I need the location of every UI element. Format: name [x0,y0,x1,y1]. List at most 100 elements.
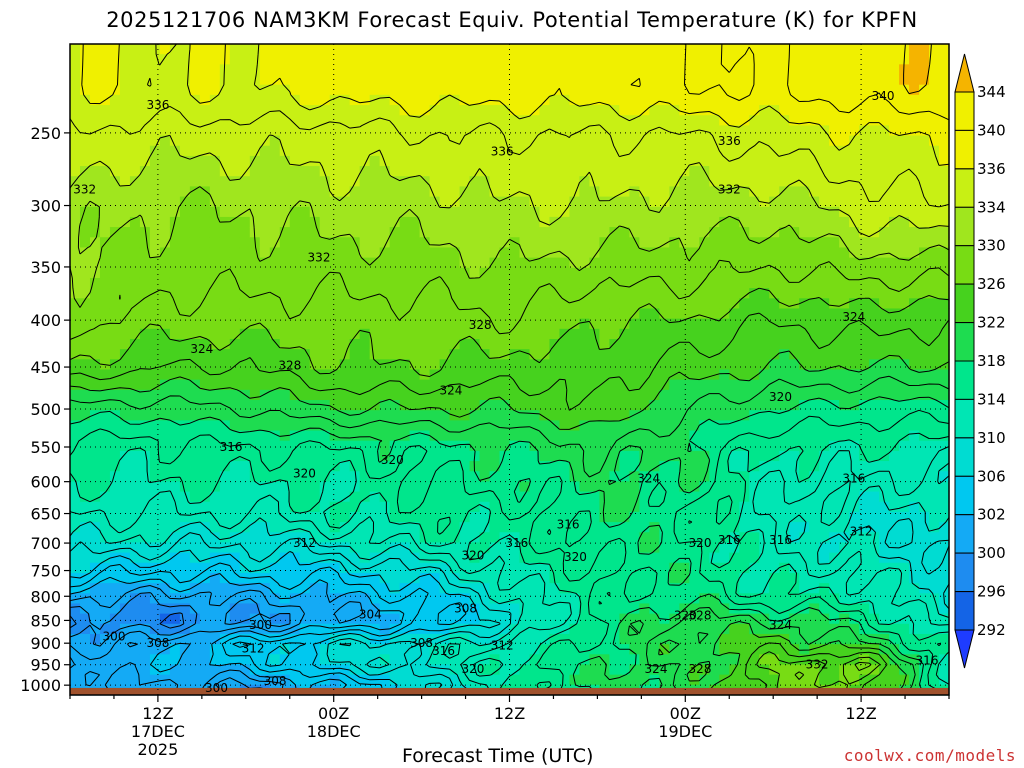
field-cell [689,206,700,218]
field-cell [389,145,401,157]
field-cell [449,349,461,360]
field-cell [489,64,501,76]
field-cell [669,257,680,269]
field-cell [789,481,800,493]
field-cell [569,288,581,299]
field-cell [469,440,481,452]
field-cell [769,481,780,493]
field-cell [789,501,800,513]
field-cell [709,552,720,564]
field-cell [699,450,710,462]
field-cell [79,572,91,584]
field-cell [549,84,561,96]
field-cell [89,420,101,432]
field-cell [309,674,321,686]
field-cell [329,176,341,187]
field-cell [169,288,181,299]
field-cell [309,369,321,381]
field-cell [79,94,91,106]
field-cell [129,186,141,198]
field-cell [689,145,700,157]
field-cell [249,186,261,198]
field-cell [449,633,461,645]
field-cell [499,166,511,177]
field-cell [239,410,251,421]
field-cell [719,155,730,167]
field-cell [299,440,311,452]
field-cell [399,166,411,177]
field-cell [579,166,591,177]
field-cell [609,379,620,391]
field-cell [379,593,391,605]
field-cell [579,522,591,533]
field-cell [479,227,491,238]
field-cell [209,186,221,198]
field-cell [369,542,381,554]
field-cell [719,206,730,218]
field-cell [639,450,650,462]
field-cell [649,308,660,320]
field-cell [589,125,600,137]
field-cell [729,379,740,391]
field-cell [359,125,371,137]
field-cell [349,257,361,269]
field-cell [269,410,281,421]
field-cell [70,583,81,594]
field-cell [189,64,201,76]
field-cell [469,145,481,157]
field-cell [219,145,231,157]
field-cell [259,603,271,615]
field-cell [519,257,531,269]
field-cell [819,369,830,381]
field-cell [459,318,471,330]
field-cell [639,430,650,442]
field-cell [469,654,481,666]
field-cell [269,430,281,442]
field-cell [719,359,730,371]
field-cell [629,471,640,482]
field-cell [829,145,840,157]
field-cell [289,216,301,228]
field-cell [829,410,840,421]
field-cell [299,532,311,544]
field-cell [539,461,551,472]
field-cell [479,84,491,96]
field-cell [379,583,391,594]
field-cell [589,277,600,289]
field-cell [109,288,121,299]
field-cell [519,379,531,391]
field-cell [769,54,780,65]
field-cell [369,308,381,320]
field-cell [679,206,690,218]
field-cell [409,74,421,86]
field-cell [699,257,710,269]
field-cell [519,227,531,238]
field-cell [89,369,101,381]
field-cell [659,511,670,523]
field-cell [239,135,251,147]
field-cell [279,176,291,187]
field-cell [439,44,451,55]
field-cell [809,115,820,126]
field-cell [579,206,591,218]
field-cell [609,420,620,432]
field-cell [519,603,531,615]
field-cell [409,328,421,340]
field-cell [249,511,261,523]
field-cell [309,318,321,330]
field-cell [689,562,700,574]
field-cell [149,633,161,645]
field-cell [349,186,361,198]
field-cell [389,298,401,310]
field-cell [709,542,720,554]
field-cell [269,674,281,686]
field-cell [809,664,820,676]
field-cell [279,359,291,371]
field-cell [159,471,171,482]
field-cell [659,227,670,238]
field-cell [629,84,640,96]
field-cell [619,410,630,421]
field-cell [519,267,531,279]
field-cell [789,277,800,289]
field-cell [689,308,700,320]
